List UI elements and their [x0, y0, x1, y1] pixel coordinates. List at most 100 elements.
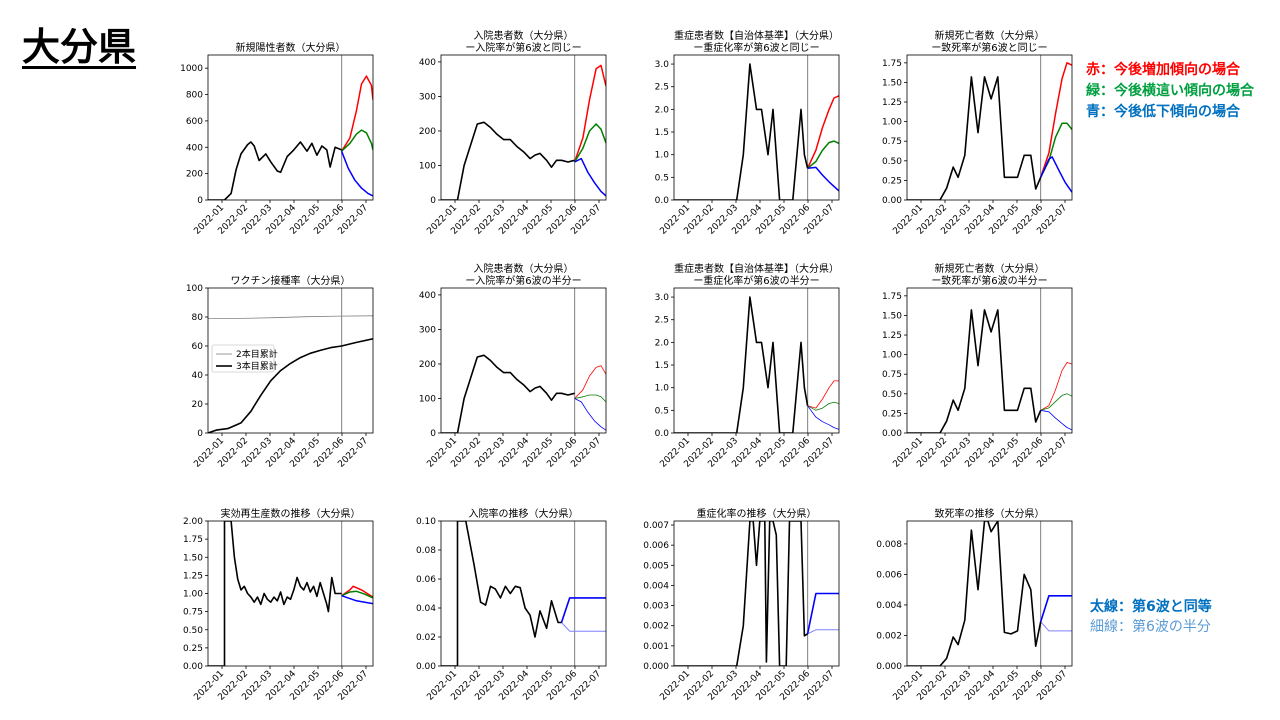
y-tick-label: 1.50 [882, 311, 902, 321]
y-tick-label: 0.08 [416, 546, 436, 556]
y-tick-label: 2.0 [655, 338, 670, 348]
scenario-thin-line [1040, 621, 1072, 632]
scenario-thin-line [807, 629, 839, 635]
chart-title: ー致死率が第6波と同じー [931, 41, 1047, 54]
y-tick-label: 0.5 [655, 173, 669, 183]
plot-area [674, 55, 839, 200]
chart-6: 入院患者数（大分県）ー入院率が第6波の半分ー01002003004002022-… [419, 262, 607, 470]
y-tick-label: 1.75 [183, 535, 203, 545]
y-tick-label: 400 [419, 291, 436, 301]
y-tick-label: 0 [197, 196, 203, 206]
scenario-blue-line [807, 405, 839, 430]
scenario-green-line [574, 394, 606, 403]
y-tick-label: 3.0 [655, 293, 670, 303]
y-tick-label: 300 [419, 92, 436, 102]
y-tick-label: 0.02 [416, 633, 436, 643]
y-tick-label: 1.00 [882, 118, 902, 128]
scenario-green-line [1040, 122, 1072, 178]
y-tick-label: 2.5 [655, 316, 669, 326]
plot-frame [207, 287, 374, 434]
chart-title: 新規死亡者数（大分県） [935, 262, 1045, 275]
y-tick-label: 1.5 [655, 361, 669, 371]
y-tick-label: 0.003 [643, 602, 669, 612]
scenario-red-line [1040, 362, 1072, 411]
chart-4: 新規死亡者数（大分県）ー致死率が第6波と同じー 0.00 0.25 0.50 0.75 1… [882, 29, 1073, 237]
chart-title: ー入院率が第6波と同じー [465, 41, 581, 54]
y-tick-label: 200 [419, 360, 436, 370]
plot-area [907, 521, 1072, 666]
scenario-thick-line [560, 597, 606, 623]
chart-title: 新規死亡者数（大分県） [935, 29, 1045, 42]
y-tick-label: 1.0 [655, 151, 670, 161]
y-tick-label: 1.75 [882, 59, 902, 69]
scenario-thin-line [561, 622, 606, 632]
y-tick-label: 20 [192, 400, 204, 410]
y-tick-label: 0.007 [643, 521, 669, 531]
y-tick-label: 0.002 [643, 622, 669, 632]
y-tick-label: 0.005 [643, 561, 669, 571]
plot-area [208, 521, 373, 666]
observed-line [907, 521, 1042, 666]
y-tick-label: 400 [419, 58, 436, 68]
scenario-red-line [573, 64, 606, 163]
y-tick-label: 0.75 [183, 608, 203, 618]
y-tick-label: 60 [192, 342, 204, 352]
y-tick-label: 0.04 [416, 604, 436, 614]
y-tick-label: 0.50 [882, 390, 902, 400]
y-tick-label: 0.10 [416, 517, 436, 527]
y-tick-label: 2.0 [655, 105, 670, 115]
y-tick-label: 100 [419, 161, 436, 171]
chart-title: ー重症化率が第6波の半分ー [693, 274, 819, 287]
y-tick-label: 800 [186, 91, 203, 101]
legend-label: 3本目累計 [236, 360, 278, 372]
plot-frame [673, 520, 840, 667]
scenario-legend: 赤：今後増加傾向の場合 緑：今後横這い傾向の場合 青：今後低下傾向の場合 [1086, 60, 1254, 123]
chart-5: ワクチン接種率（大分県）0204060801002022-012022-0220… [186, 274, 374, 470]
y-tick-label: 2.5 [655, 83, 669, 93]
y-tick-label: 0.06 [416, 575, 436, 585]
chart-title: 重症患者数【自治体基準】（大分県） [674, 262, 839, 275]
series-dose3 [208, 338, 373, 433]
plot-frame [440, 520, 607, 667]
legend-thick: 太線：第6波と同等 [1090, 599, 1212, 615]
y-tick-label: 1.25 [882, 98, 902, 108]
plot-frame [906, 520, 1073, 667]
observed-line [674, 521, 809, 666]
y-tick-label: 0.00 [882, 196, 902, 206]
chart-title: 実効再生産数の推移（大分県） [221, 507, 361, 520]
y-tick-label: 0.006 [643, 541, 669, 551]
observed-line [674, 296, 809, 433]
y-tick-label: 400 [186, 143, 203, 153]
chart-title: ー入院率が第6波の半分ー [465, 274, 581, 287]
observed-line [441, 354, 575, 433]
scenario-red-line [341, 585, 373, 598]
plot-frame [673, 287, 840, 434]
scenario-red-line [574, 365, 606, 399]
y-tick-label: 0.5 [655, 406, 669, 416]
y-tick-label: 0.25 [882, 176, 902, 186]
legend-thin: 細線：第6波の半分 [1090, 619, 1211, 635]
y-tick-label: 0.00 [416, 662, 436, 672]
y-tick-label: 1.0 [655, 384, 670, 394]
plot-frame [207, 520, 374, 667]
scenario-blue-line [341, 594, 373, 605]
plot-frame [440, 54, 607, 201]
scenario-green-line [807, 140, 839, 169]
y-tick-label: 0.00 [882, 429, 902, 439]
chart-10: 入院率の推移（大分県）0.000.020.040.060.080.102022-… [416, 507, 607, 703]
chart-title: 致死率の推移（大分県） [935, 507, 1045, 520]
scenario-thick-line [1039, 594, 1072, 622]
scenario-green-line [573, 123, 606, 163]
plot-area [441, 288, 606, 433]
chart-1: 新規陽性者数（大分県）020040060080010002022-012022-… [180, 41, 374, 237]
y-tick-label: 0.75 [882, 137, 902, 147]
legend-green: 緑：今後横這い傾向の場合 [1086, 83, 1254, 99]
observed-line [441, 121, 575, 200]
observed-line [907, 76, 1042, 200]
observed-line [674, 63, 809, 200]
scenario-green-line [807, 401, 839, 411]
y-tick-label: 3.0 [655, 60, 670, 70]
y-tick-label: 0.25 [183, 644, 203, 654]
y-tick-label: 2.00 [183, 517, 203, 527]
